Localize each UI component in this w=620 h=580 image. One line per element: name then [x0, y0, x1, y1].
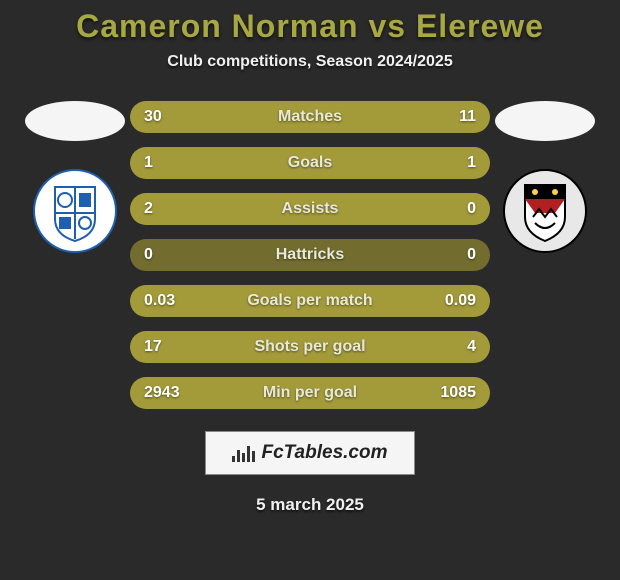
stat-label: Min per goal	[210, 384, 410, 402]
stat-row: 30Matches11	[130, 101, 490, 133]
stat-row: 2Assists0	[130, 193, 490, 225]
crest-right-icon	[503, 169, 587, 253]
stat-label: Goals	[210, 154, 410, 172]
stat-row: 1Goals1	[130, 147, 490, 179]
player-right-column	[490, 101, 600, 253]
stat-value-right: 0	[410, 246, 490, 264]
stat-value-left: 2943	[130, 384, 210, 402]
crest-left-icon	[33, 169, 117, 253]
stat-label: Goals per match	[210, 292, 410, 310]
stats-list: 30Matches111Goals12Assists00Hattricks00.…	[130, 101, 490, 409]
brand-label: FcTables.com	[261, 442, 387, 464]
stat-value-left: 0	[130, 246, 210, 264]
subtitle: Club competitions, Season 2024/2025	[0, 53, 620, 71]
stat-row: 0.03Goals per match0.09	[130, 285, 490, 317]
comparison-card: Cameron Norman vs Elerewe Club competiti…	[0, 0, 620, 580]
chart-icon	[232, 444, 255, 462]
stat-row: 2943Min per goal1085	[130, 377, 490, 409]
stat-value-right: 11	[410, 108, 490, 126]
club-crest-right	[503, 169, 587, 253]
stat-value-right: 4	[410, 338, 490, 356]
content-row: 30Matches111Goals12Assists00Hattricks00.…	[0, 101, 620, 409]
stat-value-right: 1	[410, 154, 490, 172]
player-right-avatar	[495, 101, 595, 141]
stat-value-right: 0	[410, 200, 490, 218]
stat-value-left: 17	[130, 338, 210, 356]
stat-value-right: 0.09	[410, 292, 490, 310]
footer-date: 5 march 2025	[0, 495, 620, 515]
player-left-avatar	[25, 101, 125, 141]
stat-value-left: 1	[130, 154, 210, 172]
stat-value-left: 2	[130, 200, 210, 218]
player-left-column	[20, 101, 130, 253]
stat-label: Hattricks	[210, 246, 410, 264]
brand-box[interactable]: FcTables.com	[205, 431, 415, 475]
club-crest-left	[33, 169, 117, 253]
stat-value-left: 0.03	[130, 292, 210, 310]
stat-label: Shots per goal	[210, 338, 410, 356]
stat-label: Matches	[210, 108, 410, 126]
stat-label: Assists	[210, 200, 410, 218]
page-title: Cameron Norman vs Elerewe	[0, 8, 620, 45]
stat-value-left: 30	[130, 108, 210, 126]
stat-value-right: 1085	[410, 384, 490, 402]
stat-row: 17Shots per goal4	[130, 331, 490, 363]
stat-row: 0Hattricks0	[130, 239, 490, 271]
